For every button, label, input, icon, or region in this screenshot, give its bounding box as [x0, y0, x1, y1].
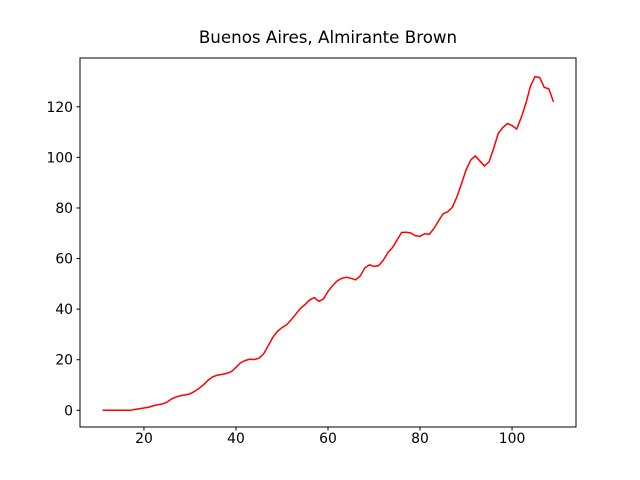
x-tick-label: 100: [499, 431, 526, 447]
x-tick-label: 40: [227, 431, 245, 447]
x-tick-label: 20: [135, 431, 153, 447]
y-tick-label: 80: [55, 201, 73, 217]
chart-title: Buenos Aires, Almirante Brown: [199, 27, 457, 47]
x-tick-label: 80: [411, 431, 429, 447]
y-tick-label: 0: [64, 403, 73, 419]
y-tick-label: 120: [46, 100, 73, 116]
y-tick-label: 40: [55, 302, 73, 318]
y-tick-label: 20: [55, 353, 73, 369]
y-tick-label: 60: [55, 252, 73, 268]
x-tick-label: 60: [319, 431, 337, 447]
y-tick-label: 100: [46, 150, 73, 166]
data-line: [102, 75, 555, 412]
